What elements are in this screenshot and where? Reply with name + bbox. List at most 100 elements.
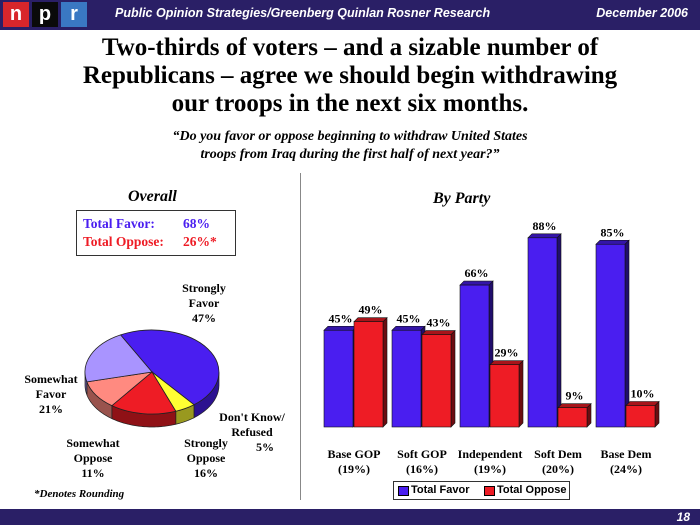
total-favor-row: Total Favor: 68%	[83, 216, 210, 232]
npr-logo: n p r	[3, 2, 87, 27]
by-party-heading: By Party	[433, 190, 491, 207]
pie-label-strongly-oppose: Strongly Oppose 16%	[174, 436, 238, 481]
pie-label-line: 47%	[192, 311, 216, 325]
bar	[557, 407, 588, 428]
question-line-1: “Do you favor or oppose beginning to wit…	[172, 129, 528, 144]
bar-top	[557, 403, 592, 408]
category-label: Independent (19%)	[450, 447, 530, 477]
pie-label-line: 11%	[81, 466, 105, 480]
bar-top	[527, 233, 562, 239]
bar	[421, 334, 452, 428]
title-line-2: Republicans – agree we should begin with…	[82, 62, 618, 89]
page-number: 18	[676, 510, 690, 524]
pie-label-line: Don't Know/	[219, 410, 285, 424]
bar-value-label: 88%	[533, 219, 557, 233]
overall-heading: Overall	[128, 188, 177, 205]
bar-side	[382, 316, 388, 428]
category-share: (16%)	[406, 462, 438, 476]
survey-question: “Do you favor or oppose beginning to wit…	[0, 128, 700, 164]
pie-label-line: 16%	[194, 466, 218, 480]
bar-side	[518, 359, 524, 428]
category-share: (24%)	[610, 462, 642, 476]
pie-chart	[84, 329, 220, 428]
category-name: Independent	[457, 447, 523, 461]
pie-slice	[111, 371, 177, 415]
pie-label-line: 5%	[256, 440, 274, 454]
pie-label-line: Strongly	[182, 281, 226, 295]
total-oppose-row: Total Oppose: 26%*	[83, 234, 217, 250]
category-label: Base Dem (24%)	[590, 447, 662, 477]
pie-label-line: Oppose	[73, 451, 113, 465]
total-oppose-value: 26%*	[183, 234, 217, 249]
category-name: Soft Dem	[534, 447, 582, 461]
pie-label-line: Somewhat	[66, 436, 120, 450]
header-bar: n p r Public Opinion Strategies/Greenber…	[0, 0, 700, 30]
logo-letter-r: r	[61, 2, 87, 27]
bar-value-label: 45%	[397, 311, 421, 325]
pie-slice	[119, 329, 220, 406]
title-line-1: Two-thirds of voters – and a sizable num…	[101, 34, 599, 61]
totals-box: Total Favor: 68% Total Oppose: 26%*	[76, 210, 236, 256]
bar-value-label: 43%	[427, 316, 451, 330]
pie-label-somewhat-favor: Somewhat Favor 21%	[18, 372, 84, 417]
category-name: Soft GOP	[397, 447, 447, 461]
category-label: Soft GOP (16%)	[386, 447, 458, 477]
bar-top	[625, 401, 660, 406]
bar-top	[421, 330, 456, 335]
pie-label-strongly-favor: Strongly Favor 47%	[172, 281, 236, 326]
bar	[527, 237, 558, 428]
bar	[459, 284, 490, 428]
pie-label-line: Favor	[35, 387, 67, 401]
pie-label-line: Somewhat	[24, 372, 78, 386]
total-oppose-label: Total Oppose:	[83, 234, 164, 249]
bar-value-label: 29%	[495, 346, 519, 360]
pie-label-line: Strongly	[184, 436, 228, 450]
bar-value-label: 9%	[566, 389, 584, 403]
bar-top	[353, 317, 388, 322]
total-favor-label: Total Favor:	[83, 216, 155, 231]
title-line-3: our troops in the next six months.	[171, 90, 529, 117]
section-divider	[300, 173, 301, 500]
logo-letter-n: n	[3, 2, 29, 27]
category-label: Soft Dem (20%)	[522, 447, 594, 477]
legend-swatch-oppose	[484, 486, 495, 496]
bar-side	[556, 233, 562, 428]
bar-side	[624, 239, 630, 428]
legend-label-favor: Total Favor	[411, 484, 470, 496]
bar-top	[595, 239, 630, 245]
pie-label-dont-know: Don't Know/ Refused 5%	[212, 410, 292, 455]
category-label: Base GOP (19%)	[318, 447, 390, 477]
category-share: (19%)	[474, 462, 506, 476]
bar-value-label: 10%	[631, 387, 655, 401]
logo-letter-p: p	[32, 2, 58, 27]
pie-slice	[84, 334, 153, 383]
bar-side	[450, 329, 456, 428]
category-share: (20%)	[542, 462, 574, 476]
bar-top	[489, 360, 524, 365]
bar	[625, 405, 656, 428]
category-name: Base GOP	[327, 447, 381, 461]
rounding-footnote: *Denotes Rounding	[34, 488, 125, 500]
bar-value-label: 66%	[465, 266, 489, 280]
category-share: (19%)	[338, 462, 370, 476]
bar	[323, 329, 354, 428]
research-source: Public Opinion Strategies/Greenberg Quin…	[115, 6, 491, 20]
category-name: Base Dem	[600, 447, 652, 461]
pie-label-somewhat-oppose: Somewhat Oppose 11%	[60, 436, 126, 481]
pie-label-line: Refused	[231, 425, 273, 439]
pie-label-line: Oppose	[186, 451, 226, 465]
pie-label-line: 21%	[39, 402, 63, 416]
bar-value-label: 45%	[329, 311, 353, 325]
bar-value-label: 85%	[601, 225, 625, 239]
total-favor-value: 68%	[183, 216, 210, 231]
bar-value-label: 49%	[359, 303, 383, 317]
bar	[353, 321, 384, 428]
bar-top	[323, 325, 358, 331]
legend-label-oppose: Total Oppose	[497, 484, 567, 496]
bar-chart: 45% 45% 66% 88% 85% 49% 43% 29% 9% 10%	[323, 219, 660, 428]
legend-swatch-favor	[398, 486, 409, 496]
bar	[489, 364, 520, 428]
bar-top	[459, 280, 494, 286]
footer-bar: 18	[0, 509, 700, 525]
